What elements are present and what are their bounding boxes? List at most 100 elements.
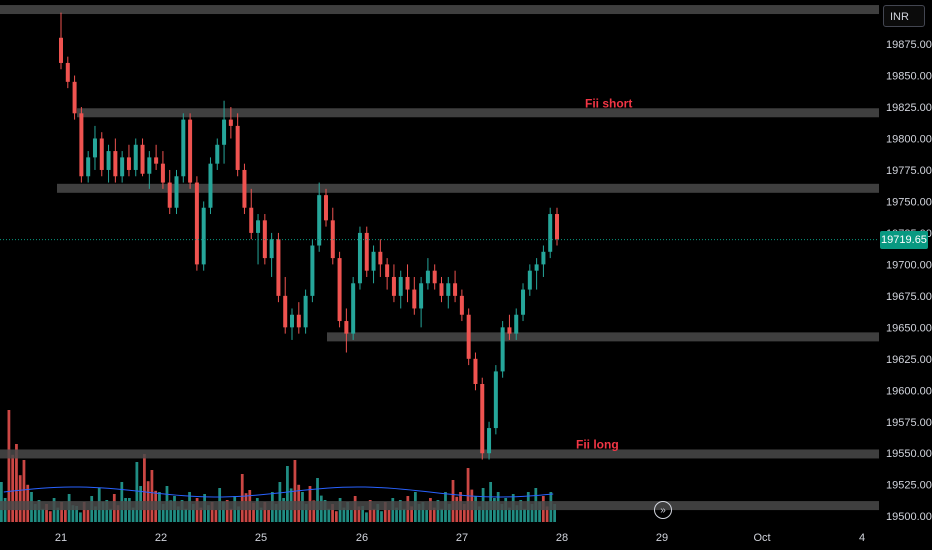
candle — [385, 258, 390, 290]
candle — [323, 188, 328, 227]
candle-body — [208, 163, 213, 208]
candle-body — [317, 195, 322, 246]
candle-body — [432, 270, 437, 284]
fii-short-zone[interactable] — [77, 108, 879, 118]
candle-body — [92, 138, 97, 158]
candle-body — [337, 258, 342, 322]
top-zone[interactable] — [0, 5, 879, 15]
candle — [113, 138, 118, 183]
volume-bar — [350, 510, 353, 522]
volume-bar — [101, 501, 105, 522]
candle-body — [296, 314, 301, 328]
volume-bar — [191, 504, 195, 522]
price-axis[interactable]: 19875.00 19850.00 19825.00 19800.00 19775.00… — [879, 0, 932, 550]
volume-bar — [432, 507, 436, 522]
candle — [480, 377, 485, 460]
candle-body — [86, 157, 91, 177]
candle — [296, 302, 301, 334]
candle — [500, 321, 505, 378]
candle-body — [548, 214, 553, 252]
candle — [201, 201, 206, 271]
volume-bar — [225, 500, 229, 522]
candlesticks — [59, 12, 559, 460]
candle — [160, 151, 165, 189]
candle — [310, 239, 315, 303]
candle — [466, 308, 471, 366]
candle — [453, 270, 458, 303]
volume-bar — [304, 504, 308, 522]
volume-bar — [477, 506, 481, 522]
support-zone[interactable] — [327, 332, 879, 342]
candle-body — [357, 232, 362, 284]
volume-bar — [116, 505, 120, 522]
date-tick-label: 4 — [859, 532, 865, 544]
candle — [555, 207, 559, 246]
price-tick-label: 19600.00 — [886, 385, 932, 397]
candle — [378, 239, 383, 277]
candle-body — [269, 239, 274, 259]
volume-bar — [75, 506, 79, 522]
candle-body — [65, 62, 70, 82]
fii-long-zone-label: Fii long — [576, 437, 619, 451]
price-tick-label: 19850.00 — [886, 71, 932, 83]
candle-body — [419, 283, 424, 309]
volume-bar — [79, 512, 82, 522]
date-tick-label: 22 — [155, 532, 167, 544]
candle — [65, 56, 70, 89]
volume-bar — [259, 507, 263, 522]
volume-bar — [530, 504, 534, 522]
fii-long-zone[interactable] — [0, 449, 879, 459]
candle-body — [181, 119, 186, 177]
candle-body — [385, 264, 390, 277]
candle-body — [500, 327, 505, 372]
volume-bar — [462, 504, 466, 522]
date-axis[interactable]: 21 22 25 26 27 28 29 Oct 4 — [55, 532, 865, 544]
price-tick-label: 19650.00 — [886, 322, 932, 334]
volume-bar — [37, 500, 41, 522]
candle-body — [555, 214, 559, 240]
candle — [188, 113, 193, 189]
volume-bar — [63, 510, 67, 522]
volume-bar — [237, 506, 240, 522]
candle-body — [507, 327, 512, 334]
volume-bar — [48, 511, 52, 522]
date-tick-label: 28 — [556, 532, 568, 544]
resistance-zone[interactable] — [57, 183, 879, 193]
candle — [398, 270, 403, 309]
double-chevron-right-icon[interactable]: » — [654, 501, 672, 519]
candle — [473, 352, 478, 391]
candle-body — [242, 169, 247, 208]
currency-selector[interactable]: INR — [883, 5, 925, 27]
price-tick-label: 19550.00 — [886, 448, 932, 460]
candle-body — [228, 119, 233, 126]
volume-bar — [425, 510, 429, 522]
candle-body — [283, 295, 288, 328]
price-tick-label: 19750.00 — [886, 196, 932, 208]
volume-bar — [387, 510, 391, 522]
candle-body — [405, 276, 410, 290]
candle-body — [303, 295, 308, 328]
volume-bar — [22, 460, 26, 522]
candle — [391, 264, 396, 303]
volume-bar — [169, 500, 173, 522]
candle — [527, 264, 532, 296]
volume-bar — [365, 512, 368, 522]
candle-body — [439, 283, 444, 296]
volume-bar — [327, 508, 331, 522]
candle — [290, 308, 295, 340]
volume-bar — [436, 500, 440, 522]
volume-bar — [180, 500, 184, 522]
date-tick-label: Oct — [753, 532, 770, 544]
candle — [351, 276, 356, 340]
fii-short-zone-label: Fii short — [585, 96, 632, 110]
candle — [72, 75, 77, 120]
candle-body — [541, 251, 546, 265]
bottom-zone[interactable] — [0, 501, 879, 511]
volume-bar — [210, 502, 214, 522]
candle-body — [290, 314, 295, 328]
candle — [439, 276, 444, 303]
candle-body — [188, 119, 193, 183]
date-tick-label: 27 — [456, 532, 468, 544]
candle — [194, 176, 199, 271]
